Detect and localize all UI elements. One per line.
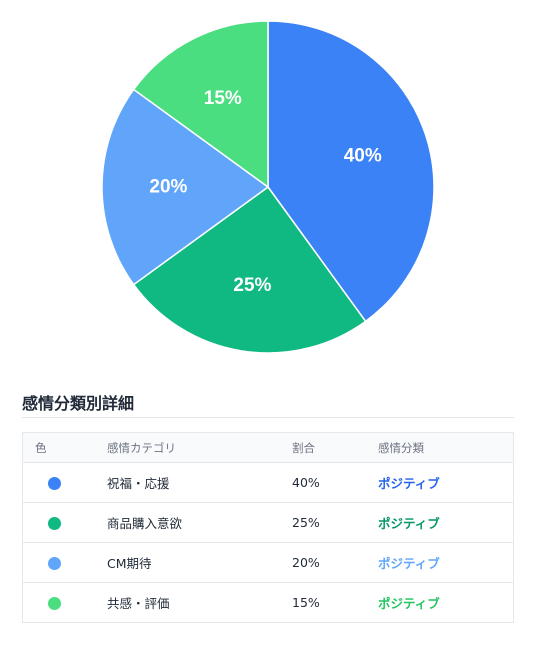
- category-cell: 共感・評価: [107, 596, 170, 611]
- pie-slice-label: 25%: [233, 275, 271, 296]
- pie-slice-1: [267, 20, 435, 323]
- color-dot: [48, 517, 61, 530]
- table-row: 祝福・応援 40% ポジティブ: [22, 463, 514, 503]
- pie-chart: 40% 25% 20% 15%: [101, 20, 435, 354]
- classification-cell: ポジティブ: [378, 476, 440, 491]
- color-cell: [23, 543, 108, 583]
- color-dot: [48, 477, 61, 490]
- ratio-cell: 25%: [292, 515, 320, 530]
- color-cell: [23, 583, 108, 623]
- header-color: 色: [22, 432, 107, 463]
- color-dot: [48, 597, 61, 610]
- pie-slices: [101, 20, 435, 354]
- color-cell: [23, 463, 108, 503]
- pie-slice-3: [101, 88, 270, 286]
- pie-labels: 40% 25% 20% 15%: [149, 88, 381, 296]
- detail-table: 色 感情カテゴリ 割合 感情分類 祝福・応援 40% ポジティブ 商品購入意欲 …: [22, 432, 514, 623]
- pie-slice-4: [132, 20, 269, 189]
- classification-cell: ポジティブ: [378, 556, 440, 571]
- header-category: 感情カテゴリ: [107, 432, 292, 463]
- section-divider: [22, 417, 514, 418]
- classification-cell: ポジティブ: [378, 596, 440, 611]
- table-header-row: 色 感情カテゴリ 割合 感情分類: [22, 432, 514, 463]
- section-title: 感情分類別詳細: [22, 394, 135, 413]
- classification-cell: ポジティブ: [378, 516, 440, 531]
- category-cell: CM期待: [107, 556, 152, 571]
- ratio-cell: 15%: [292, 595, 320, 610]
- ratio-cell: 20%: [292, 555, 320, 570]
- ratio-cell: 40%: [292, 475, 320, 490]
- pie-slice-2: [132, 185, 367, 354]
- pie-slice-label: 20%: [149, 177, 187, 198]
- pie-slice-label: 40%: [344, 146, 382, 167]
- color-dot: [48, 557, 61, 570]
- pie-chart-area: 40% 25% 20% 15%: [101, 20, 435, 354]
- pie-slice-label: 15%: [204, 88, 242, 109]
- header-classification: 感情分類: [378, 432, 514, 463]
- color-cell: [23, 503, 108, 543]
- header-ratio: 割合: [292, 432, 378, 463]
- table-row: 商品購入意欲 25% ポジティブ: [22, 503, 514, 543]
- table-row: CM期待 20% ポジティブ: [22, 543, 514, 583]
- table-row: 共感・評価 15% ポジティブ: [23, 583, 514, 623]
- category-cell: 祝福・応援: [107, 476, 170, 491]
- category-cell: 商品購入意欲: [107, 516, 183, 531]
